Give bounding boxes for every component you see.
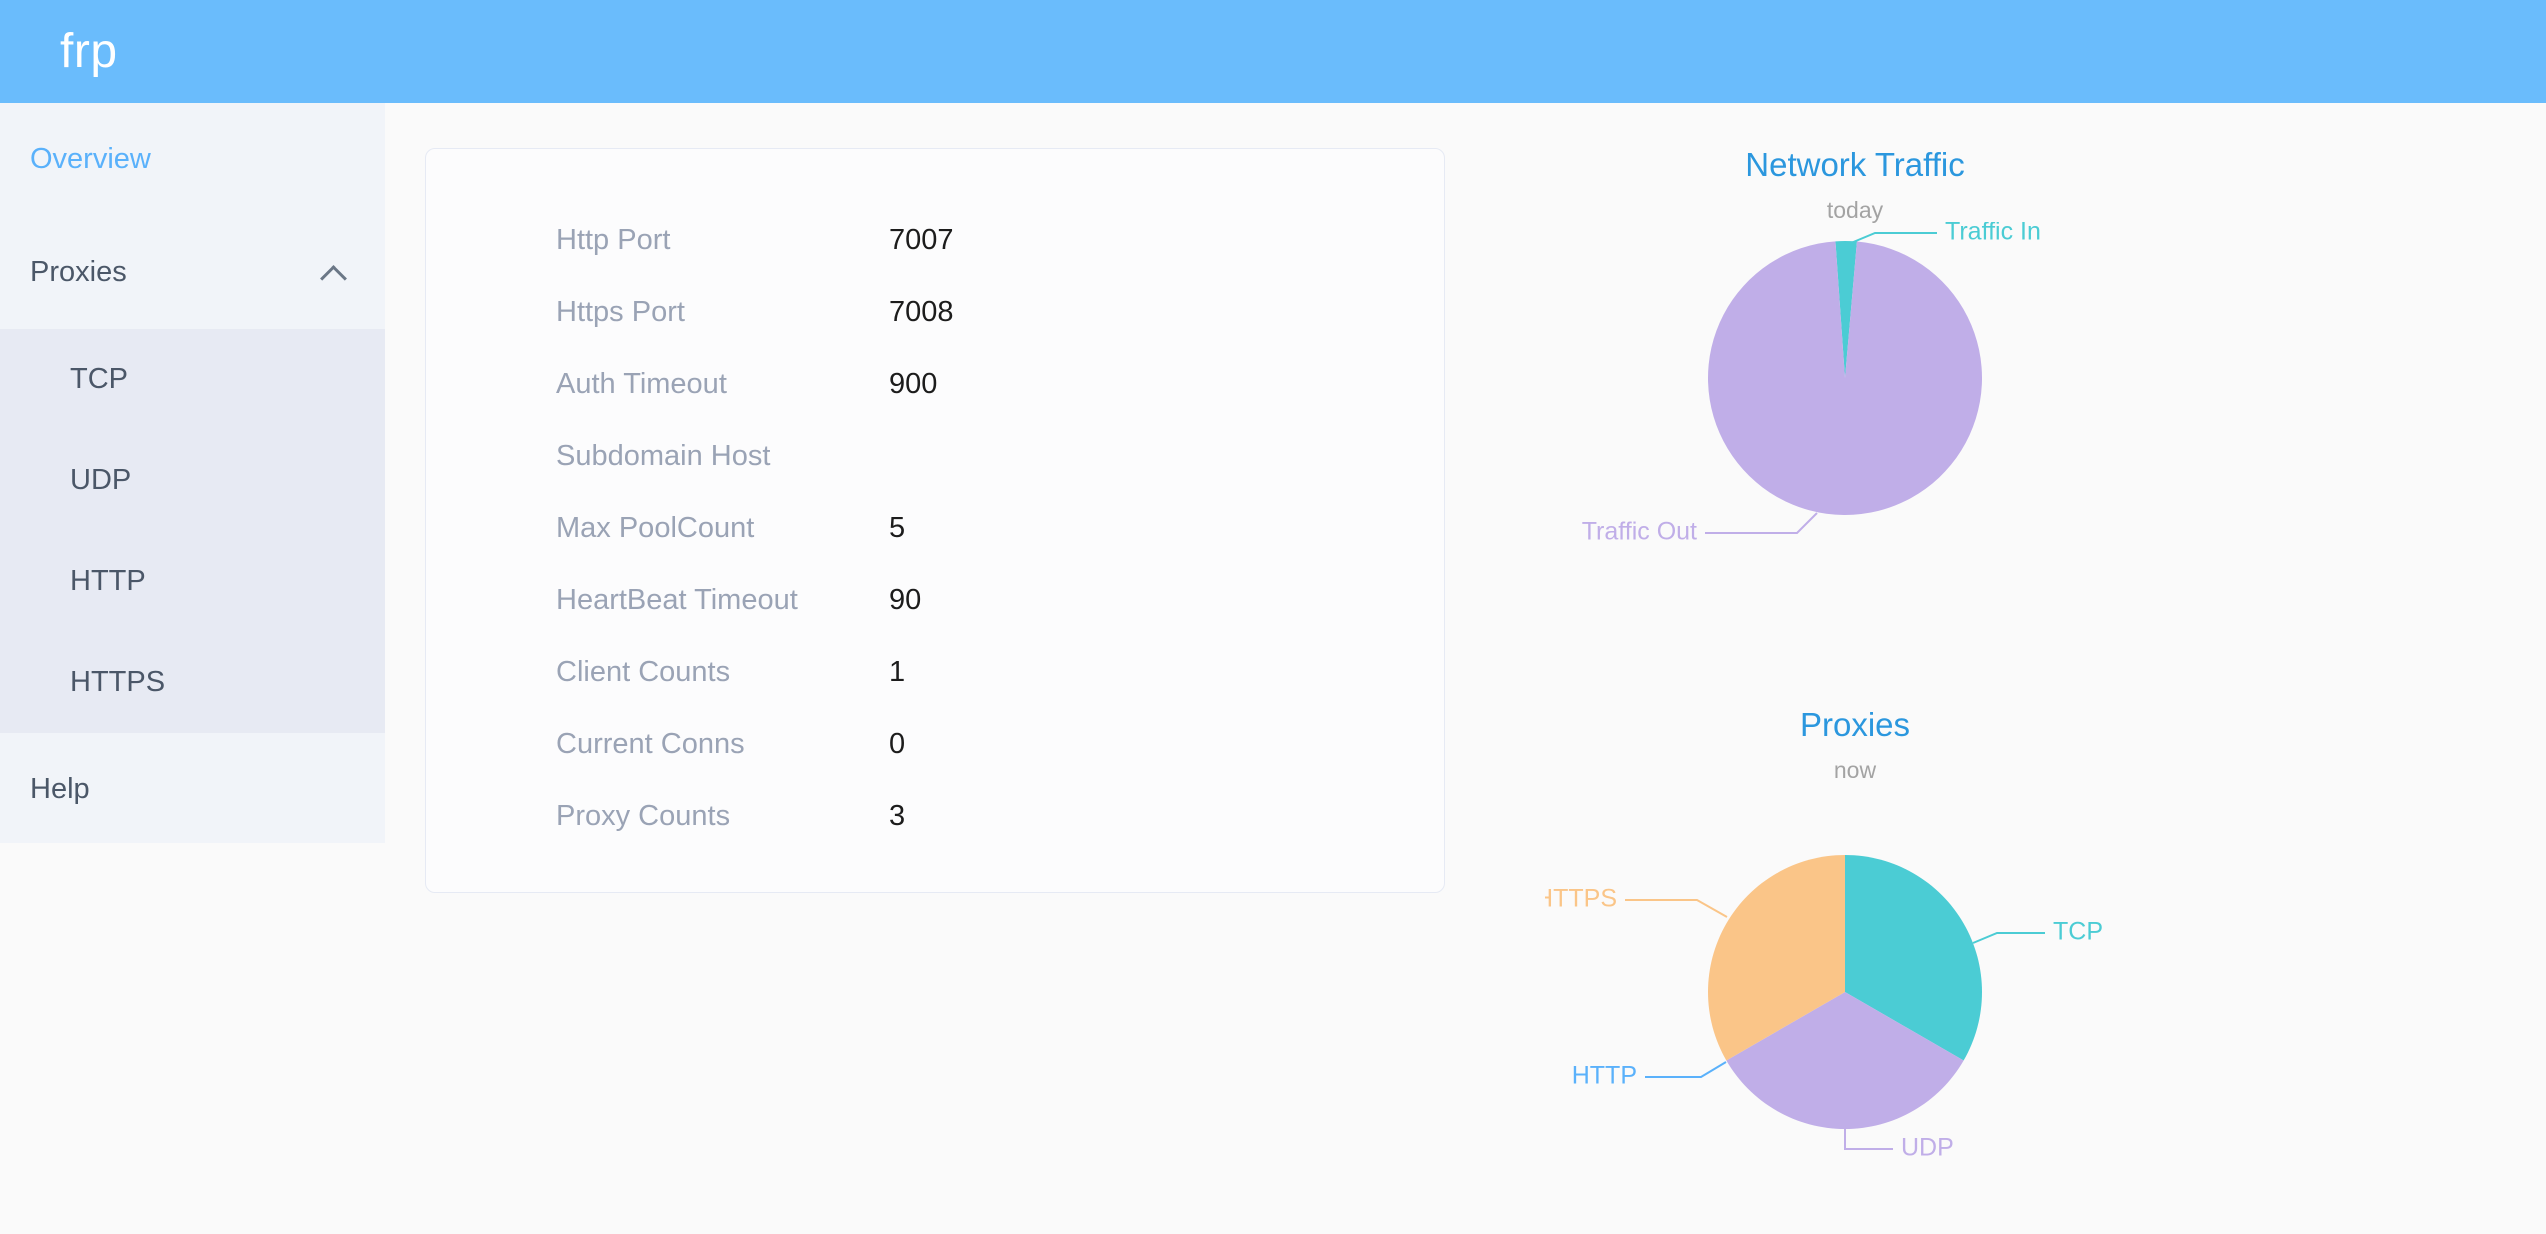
callout-label: Traffic In (1945, 222, 2041, 246)
table-row: Current Conns 0 (556, 728, 1356, 800)
pie-callout: Traffic Out (1582, 512, 1818, 546)
sidebar-item-http[interactable]: HTTP (0, 531, 385, 632)
sidebar-item-label-http: HTTP (70, 565, 146, 597)
sidebar-item-label-tcp: TCP (70, 363, 128, 395)
sidebar-item-label-https: HTTPS (70, 666, 166, 698)
table-row: Proxy Counts 3 (556, 800, 1356, 872)
chevron-up-icon (321, 260, 347, 286)
pie-slice[interactable] (1845, 855, 1982, 1061)
pie-callout: UDP (1844, 1129, 1954, 1162)
info-value: 7008 (889, 296, 954, 328)
sidebar-item-overview[interactable]: Overview (0, 103, 385, 216)
sidebar-item-proxies[interactable]: Proxies (0, 216, 385, 329)
info-label: Http Port (556, 224, 671, 256)
callout-label: HTTPS (1545, 885, 1617, 913)
callout-leader-line (1645, 1061, 1727, 1078)
info-label: Https Port (556, 296, 685, 328)
pie-callout: Traffic In (1850, 222, 2041, 246)
info-value: 90 (889, 584, 922, 616)
info-label: Client Counts (556, 656, 731, 688)
server-info-card: Http Port 7007 Https Port 7008 Auth Time… (425, 148, 1445, 893)
table-row: Max PoolCount 5 (556, 512, 1356, 584)
table-row: HeartBeat Timeout 90 (556, 584, 1356, 656)
info-label: HeartBeat Timeout (556, 584, 798, 616)
pie-slice[interactable] (1708, 241, 1982, 515)
callout-leader-line (1850, 232, 1937, 244)
table-row: Http Port 7007 (556, 224, 1356, 296)
sidebar-item-help[interactable]: Help (0, 733, 385, 846)
callout-label: Traffic Out (1582, 518, 1697, 546)
chart-subtitle: now (1833, 757, 1877, 783)
info-label: Max PoolCount (556, 512, 755, 544)
info-value: 7007 (889, 224, 954, 256)
table-row: Client Counts 1 (556, 656, 1356, 728)
sidebar-item-label-udp: UDP (70, 464, 132, 496)
app-brand-title: frp (60, 24, 118, 78)
info-value: 1 (889, 656, 906, 688)
table-row: Subdomain Host (556, 440, 1356, 512)
pie-callout: HTTP (1572, 1061, 1727, 1090)
callout-label: UDP (1901, 1134, 1954, 1162)
info-label: Proxy Counts (556, 800, 731, 832)
info-value: 3 (889, 800, 906, 832)
callout-leader-line (1972, 932, 2045, 944)
callout-leader-line (1844, 1129, 1893, 1150)
info-label: Subdomain Host (556, 440, 771, 472)
sidebar-submenu-proxies: TCP UDP HTTP HTTPS (0, 329, 385, 733)
info-value: 5 (889, 512, 906, 544)
pie-slice[interactable] (1835, 241, 1857, 378)
network-traffic-pie[interactable]: Traffic In Traffic Out (1545, 222, 2165, 602)
pie-svg-network-traffic: Traffic In Traffic Out (1582, 222, 2041, 546)
sidebar-nav: Overview Proxies TCP UDP HTTP HTTPS Help (0, 103, 385, 843)
info-value: 0 (889, 728, 906, 760)
proxies-pie[interactable]: TCP UDP HTTP HTTPS (1545, 782, 2165, 1182)
sidebar-item-tcp[interactable]: TCP (0, 329, 385, 430)
app-header: frp (0, 0, 2546, 103)
sidebar-item-label-proxies: Proxies (30, 256, 127, 288)
sidebar-item-label-overview: Overview (30, 143, 151, 175)
sidebar-item-https[interactable]: HTTPS (0, 632, 385, 733)
callout-label: HTTP (1572, 1062, 1637, 1090)
network-traffic-chart: Network Traffic today Traffic In Traffic … (1545, 148, 2165, 602)
server-info-table: Http Port 7007 Https Port 7008 Auth Time… (556, 224, 1356, 872)
pie-callout: HTTPS (1545, 885, 1728, 918)
chart-subtitle: today (1826, 197, 1884, 223)
pie-svg-proxies: TCP UDP HTTP HTTPS (1545, 855, 2103, 1162)
table-row: Https Port 7008 (556, 296, 1356, 368)
info-value: 900 (889, 368, 938, 400)
chart-title: Proxies (1799, 706, 1911, 743)
sidebar-item-label-help: Help (30, 773, 90, 805)
chart-title: Network Traffic (1745, 146, 1965, 183)
info-label: Auth Timeout (556, 368, 727, 400)
callout-leader-line (1705, 512, 1818, 534)
proxies-chart: Proxies now TCP UDP HTTP HTTPS (1545, 708, 2165, 1182)
callout-label: TCP (2053, 918, 2103, 946)
callout-leader-line (1625, 899, 1728, 918)
sidebar-item-udp[interactable]: UDP (0, 430, 385, 531)
pie-slice[interactable] (1708, 855, 1845, 1061)
info-label: Current Conns (556, 728, 745, 760)
table-row: Auth Timeout 900 (556, 368, 1356, 440)
pie-slice[interactable] (1726, 992, 1964, 1129)
pie-callout: TCP (1972, 918, 2103, 946)
